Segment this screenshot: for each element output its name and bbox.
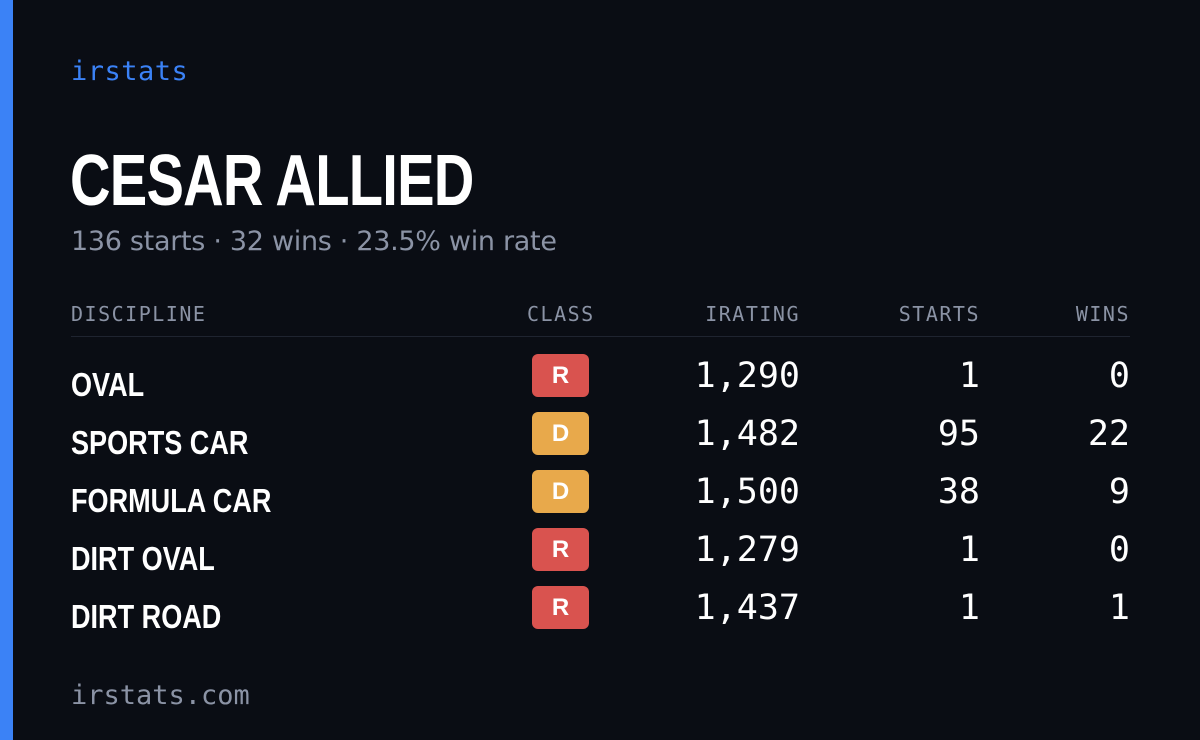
table-row: DIRT OVAL R 1,279 1 0 [0, 528, 1200, 586]
column-header-wins: WINS [1075, 302, 1130, 326]
starts-value: 38 [937, 472, 980, 512]
discipline-name: DIRT ROAD [71, 598, 222, 635]
discipline-name: OVAL [71, 366, 145, 403]
wins-value: 0 [1108, 530, 1130, 570]
accent-bar [0, 0, 13, 740]
starts-value: 95 [937, 414, 980, 454]
irating-value: 1,279 [694, 530, 800, 570]
wins-value: 1 [1108, 588, 1130, 628]
starts-value: 1 [958, 356, 980, 396]
irating-value: 1,437 [694, 588, 800, 628]
table-row: DIRT ROAD R 1,437 1 1 [0, 586, 1200, 644]
discipline-name: DIRT OVAL [71, 540, 215, 577]
wins-value: 9 [1108, 472, 1130, 512]
driver-summary: 136 starts · 32 wins · 23.5% win rate [71, 226, 557, 257]
table-row: FORMULA CAR D 1,500 38 9 [0, 470, 1200, 528]
class-badge: R [532, 354, 589, 397]
irating-value: 1,290 [694, 356, 800, 396]
column-header-starts: STARTS [898, 302, 980, 326]
wins-value: 0 [1108, 356, 1130, 396]
wins-value: 22 [1087, 414, 1130, 454]
table-row: OVAL R 1,290 1 0 [0, 354, 1200, 412]
class-badge: R [532, 586, 589, 629]
irating-value: 1,500 [694, 472, 800, 512]
discipline-name: FORMULA CAR [71, 482, 272, 519]
discipline-name: SPORTS CAR [71, 424, 249, 461]
header-divider [71, 336, 1130, 337]
class-badge: D [532, 412, 589, 455]
table-row: SPORTS CAR D 1,482 95 22 [0, 412, 1200, 470]
class-badge: R [532, 528, 589, 571]
irating-value: 1,482 [694, 414, 800, 454]
class-badge: D [532, 470, 589, 513]
column-header-class: CLASS [527, 302, 595, 326]
column-header-discipline: DISCIPLINE [71, 302, 207, 326]
column-header-irating: IRATING [705, 302, 800, 326]
starts-value: 1 [958, 588, 980, 628]
driver-name: CESAR ALLIED [70, 141, 474, 221]
footer-url: irstats.com [71, 680, 250, 711]
starts-value: 1 [958, 530, 980, 570]
brand-logo: irstats [71, 56, 189, 87]
